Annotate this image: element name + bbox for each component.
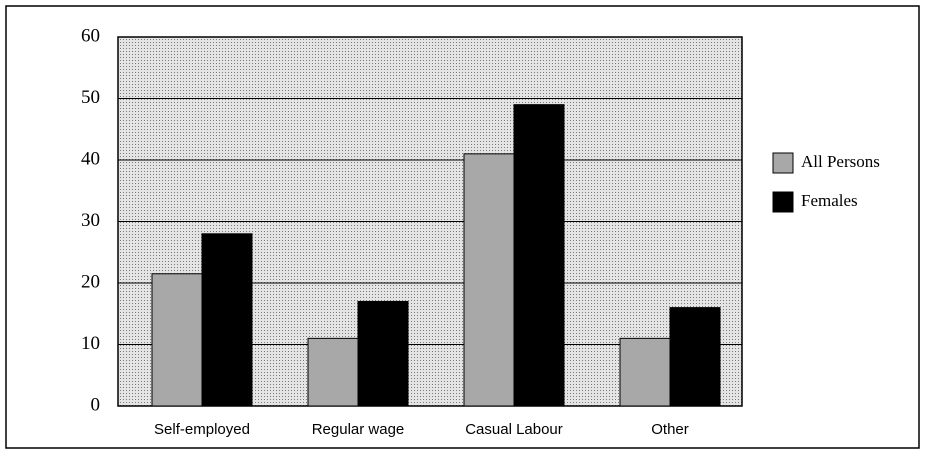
frame — [5, 5, 920, 449]
x-tick-label: Regular wage — [312, 421, 405, 438]
bar — [151, 273, 203, 407]
x-tick-label: Other — [651, 421, 689, 438]
legend-swatch — [772, 152, 794, 174]
y-tick-label: 50 — [81, 87, 100, 108]
x-tick-label: Casual Labour — [465, 421, 563, 438]
legend-label: All Persons — [801, 152, 880, 171]
legend-label: Females — [801, 191, 858, 210]
y-tick-label: 10 — [81, 333, 100, 354]
x-tick-label: Self-employed — [154, 421, 250, 438]
y-tick-label: 0 — [91, 394, 101, 415]
bar — [463, 153, 515, 407]
bar — [201, 233, 253, 407]
bar — [669, 307, 721, 407]
bar — [619, 337, 671, 407]
bar — [307, 337, 359, 407]
y-tick-label: 40 — [81, 148, 100, 169]
bar — [513, 104, 565, 407]
legend-swatch — [772, 191, 794, 213]
bar — [357, 300, 409, 407]
y-tick-label: 20 — [81, 271, 100, 292]
y-tick-label: 60 — [81, 25, 100, 46]
y-tick-label: 30 — [81, 210, 100, 231]
